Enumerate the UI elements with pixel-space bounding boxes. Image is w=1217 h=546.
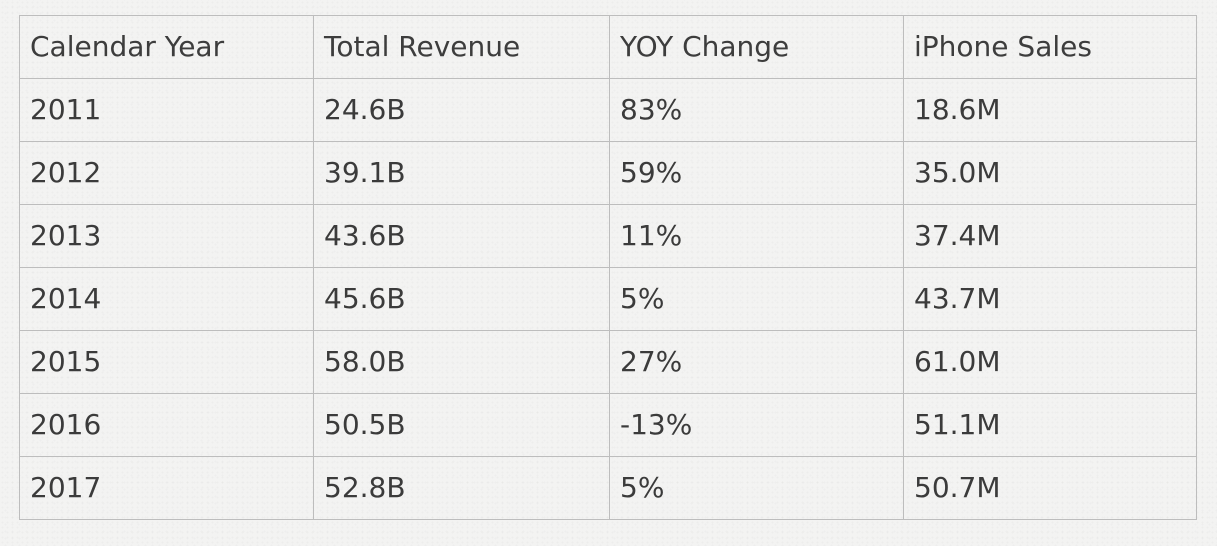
cell-iphone-sales: 18.6M xyxy=(903,78,1197,142)
table-row: 2013 43.6B 11% 37.4M xyxy=(19,204,1197,268)
cell-calendar-year: 2012 xyxy=(19,141,314,205)
cell-yoy-change: 27% xyxy=(609,330,904,394)
cell-calendar-year: 2013 xyxy=(19,204,314,268)
cell-calendar-year: 2015 xyxy=(19,330,314,394)
table-row: 2015 58.0B 27% 61.0M xyxy=(19,330,1197,394)
cell-yoy-change: 5% xyxy=(609,267,904,331)
cell-total-revenue: 45.6B xyxy=(313,267,610,331)
cell-total-revenue: 58.0B xyxy=(313,330,610,394)
cell-calendar-year: 2014 xyxy=(19,267,314,331)
cell-iphone-sales: 50.7M xyxy=(903,456,1197,520)
table-row: 2011 24.6B 83% 18.6M xyxy=(19,78,1197,142)
cell-yoy-change: -13% xyxy=(609,393,904,457)
cell-iphone-sales: 43.7M xyxy=(903,267,1197,331)
cell-iphone-sales: 61.0M xyxy=(903,330,1197,394)
cell-calendar-year: 2017 xyxy=(19,456,314,520)
cell-yoy-change: 5% xyxy=(609,456,904,520)
header-yoy-change: YOY Change xyxy=(609,15,904,79)
data-table-container: Calendar Year Total Revenue YOY Change i… xyxy=(19,15,1197,526)
cell-iphone-sales: 35.0M xyxy=(903,141,1197,205)
header-row: Calendar Year Total Revenue YOY Change i… xyxy=(19,15,1197,79)
table-row: 2017 52.8B 5% 50.7M xyxy=(19,456,1197,520)
cell-total-revenue: 39.1B xyxy=(313,141,610,205)
table-row: 2016 50.5B -13% 51.1M xyxy=(19,393,1197,457)
header-total-revenue: Total Revenue xyxy=(313,15,610,79)
data-table: Calendar Year Total Revenue YOY Change i… xyxy=(19,15,1197,520)
cell-total-revenue: 50.5B xyxy=(313,393,610,457)
cell-yoy-change: 11% xyxy=(609,204,904,268)
cell-total-revenue: 24.6B xyxy=(313,78,610,142)
table-header: Calendar Year Total Revenue YOY Change i… xyxy=(19,15,1197,79)
table-row: 2012 39.1B 59% 35.0M xyxy=(19,141,1197,205)
cell-total-revenue: 52.8B xyxy=(313,456,610,520)
cell-calendar-year: 2011 xyxy=(19,78,314,142)
header-calendar-year: Calendar Year xyxy=(19,15,314,79)
table-body: 2011 24.6B 83% 18.6M 2012 39.1B 59% 35.0M 2013 43… xyxy=(19,78,1197,520)
cell-iphone-sales: 37.4M xyxy=(903,204,1197,268)
table-row: 2014 45.6B 5% 43.7M xyxy=(19,267,1197,331)
header-iphone-sales: iPhone Sales xyxy=(903,15,1197,79)
cell-calendar-year: 2016 xyxy=(19,393,314,457)
cell-total-revenue: 43.6B xyxy=(313,204,610,268)
cell-yoy-change: 59% xyxy=(609,141,904,205)
cell-iphone-sales: 51.1M xyxy=(903,393,1197,457)
cell-yoy-change: 83% xyxy=(609,78,904,142)
